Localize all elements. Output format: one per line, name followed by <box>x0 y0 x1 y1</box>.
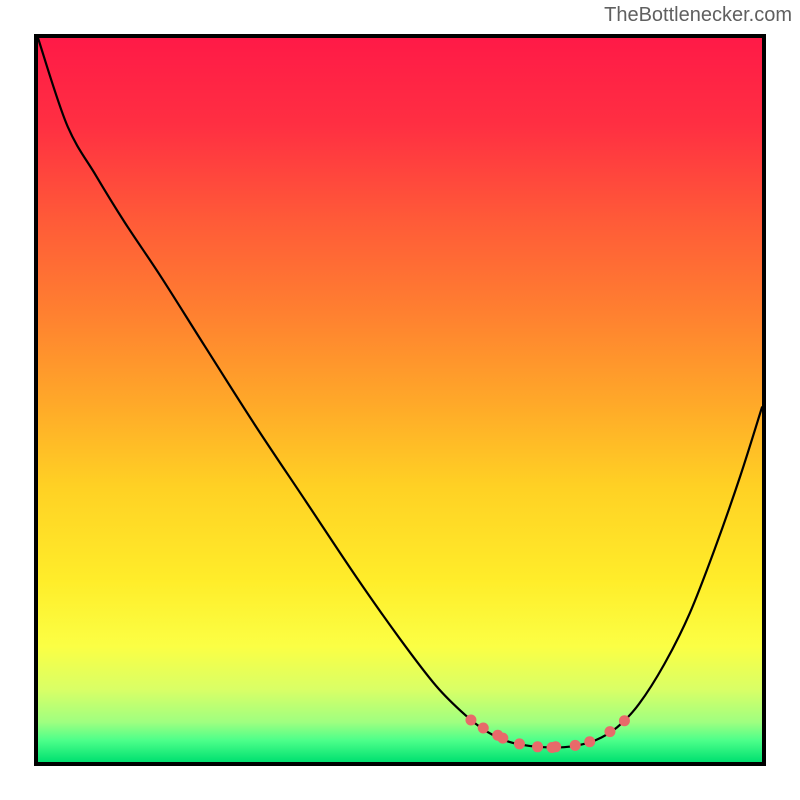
marker-dot <box>478 722 489 733</box>
marker-dot <box>604 726 615 737</box>
plot-area <box>34 34 766 766</box>
watermark-text: TheBottlenecker.com <box>604 4 792 27</box>
marker-dot <box>532 741 543 752</box>
marker-dot <box>619 715 630 726</box>
marker-dot <box>497 733 508 744</box>
marker-dot <box>465 715 476 726</box>
marker-dot <box>550 741 561 752</box>
chart-container: TheBottlenecker.com <box>0 0 800 800</box>
gradient-background <box>38 38 762 762</box>
marker-dot <box>584 736 595 747</box>
marker-dot <box>570 740 581 751</box>
marker-dot <box>514 738 525 749</box>
